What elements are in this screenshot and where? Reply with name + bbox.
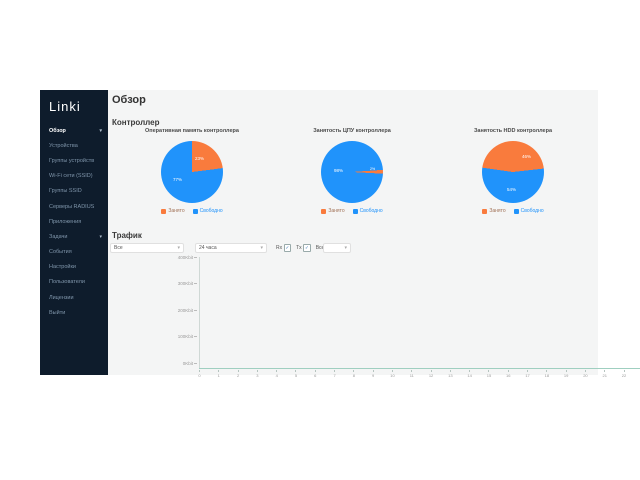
legend-item-free[interactable]: Свободно [192, 208, 223, 214]
main-content: Обзор Контроллер Оперативная память конт… [108, 90, 640, 378]
tick-label: 22 [621, 370, 628, 378]
cpu-pie-card: Занятость ЦПУ контроллера 2% 98% Занято … [282, 128, 422, 214]
rx-checkbox[interactable]: Rx ✓ [276, 244, 292, 252]
tick-label: 6 [312, 370, 319, 378]
sidebar-item-tasks[interactable]: Задачи ▾ [49, 233, 102, 240]
tick-label: 0 [196, 370, 203, 378]
sidebar-item-events[interactable]: События [49, 249, 72, 256]
tick-label: 300Kbit [166, 281, 197, 286]
traffic-chart-y-axis [199, 257, 200, 368]
ram-pie-card: Оперативная память контроллера 23% 77% З… [122, 128, 262, 214]
hdd-used-value: 46% [522, 154, 532, 159]
traffic-chart-x-axis [199, 368, 640, 369]
app-window: Linki Обзор ▾ Устройства Группы устройст… [40, 90, 640, 378]
tick-label: 18 [543, 370, 550, 378]
traffic-chart-y-tick-labels: 400Kbit 300Kbit 200Kbit 100Kbit 0Kbit [166, 255, 197, 366]
sidebar-nav: Обзор ▾ Устройства Группы устройств Wi-F… [40, 123, 108, 320]
tick-label: 200Kbit [166, 308, 197, 313]
tick-label: 2 [235, 370, 242, 378]
used-swatch-icon [161, 208, 167, 214]
legend-item-free[interactable]: Свободно [513, 208, 544, 214]
tick-label: 19 [563, 370, 570, 378]
sidebar-item-device-groups[interactable]: Группы устройств [49, 157, 95, 164]
tick-label: 7 [331, 370, 338, 378]
sidebar-item-overview[interactable]: Обзор ▾ [49, 127, 102, 134]
ram-free-value: 77% [173, 177, 183, 182]
tick-label: 21 [601, 370, 608, 378]
traffic-period-select[interactable]: 24 часа ▾ [195, 243, 267, 253]
sidebar-item-users[interactable]: Пользователи [49, 279, 85, 286]
chevron-down-icon: ▾ [99, 233, 102, 240]
tick-label: 0Kbit [166, 361, 197, 366]
free-swatch-icon [352, 208, 358, 214]
traffic-scope-select[interactable]: Все ▾ [110, 243, 184, 253]
free-swatch-icon [513, 208, 519, 214]
tick-label: 17 [524, 370, 531, 378]
cpu-used-value: 2% [370, 167, 376, 171]
ram-pie-title: Оперативная память контроллера [145, 128, 239, 134]
tick-label: 10 [389, 370, 396, 378]
cpu-pie-legend: Занято Свободно [282, 208, 422, 214]
tick-label: 15 [485, 370, 492, 378]
checkbox-checked-icon: ✓ [303, 244, 311, 252]
chevron-down-icon: ▾ [344, 245, 347, 251]
traffic-section-heading: Трафик [112, 231, 142, 240]
ram-used-value: 23% [195, 156, 205, 161]
brand-logo: Linki [49, 99, 81, 114]
cpu-free-value: 98% [334, 168, 344, 173]
tick-label: 13 [447, 370, 454, 378]
tx-checkbox[interactable]: Tx ✓ [296, 244, 311, 252]
cpu-pie-title: Занятость ЦПУ контроллера [313, 128, 391, 134]
tick-label: 9 [370, 370, 377, 378]
tick-label: 400Kbit [166, 255, 197, 260]
sidebar-item-devices[interactable]: Устройства [49, 142, 78, 149]
tick-label: 1 [215, 370, 222, 378]
cpu-pie-chart: 2% 98% [321, 141, 383, 203]
ram-pie-chart: 23% 77% [161, 141, 223, 203]
tick-label: 20 [582, 370, 589, 378]
tick-label: 14 [466, 370, 473, 378]
free-swatch-icon [192, 208, 198, 214]
legend-item-used[interactable]: Занято [482, 208, 506, 214]
chevron-down-icon: ▾ [177, 245, 180, 251]
traffic-extra-select[interactable]: ▾ [323, 243, 351, 253]
hdd-pie-title: Занятость HDD контроллера [473, 128, 553, 134]
checkbox-checked-icon: ✓ [283, 244, 292, 252]
controller-section-heading: Контроллер [112, 118, 160, 127]
sidebar-item-ssid-groups[interactable]: Группы SSID [49, 188, 82, 195]
used-swatch-icon [321, 208, 327, 214]
used-swatch-icon [482, 208, 488, 214]
sidebar-item-wifi-ssid[interactable]: Wi-Fi сети (SSID) [49, 173, 93, 180]
chevron-down-icon: ▾ [99, 127, 102, 134]
ram-pie-legend: Занято Свободно [122, 208, 262, 214]
sidebar: Linki Обзор ▾ Устройства Группы устройст… [40, 90, 108, 375]
page-title: Обзор [112, 94, 146, 106]
legend-item-used[interactable]: Занято [321, 208, 345, 214]
hdd-pie-card: Занятость HDD контроллера 46% 54% Занято… [443, 128, 583, 214]
tick-label: 4 [273, 370, 280, 378]
legend-item-used[interactable]: Занято [161, 208, 185, 214]
tick-label: 5 [292, 370, 299, 378]
legend-item-free[interactable]: Свободно [352, 208, 383, 214]
tick-label: 12 [428, 370, 435, 378]
hdd-free-value: 54% [507, 187, 517, 192]
tick-label: 11 [408, 370, 415, 378]
sidebar-item-applications[interactable]: Приложения [49, 218, 82, 225]
hdd-pie-legend: Занято Свободно [443, 208, 583, 214]
sidebar-item-licenses[interactable]: Лицензии [49, 294, 74, 301]
tick-label: 8 [350, 370, 357, 378]
chevron-down-icon: ▾ [260, 245, 263, 251]
sidebar-item-settings[interactable]: Настройки [49, 264, 76, 271]
sidebar-item-radius-servers[interactable]: Серверы RADIUS [49, 203, 95, 210]
traffic-chart-x-tick-labels: 01234567891011121314151617181920212223 [196, 370, 640, 378]
tick-label: 16 [505, 370, 512, 378]
tick-label: 3 [254, 370, 261, 378]
tick-label: 100Kbit [166, 334, 197, 339]
sidebar-item-logout[interactable]: Выйти [49, 309, 66, 316]
hdd-pie-chart: 46% 54% [482, 141, 544, 203]
